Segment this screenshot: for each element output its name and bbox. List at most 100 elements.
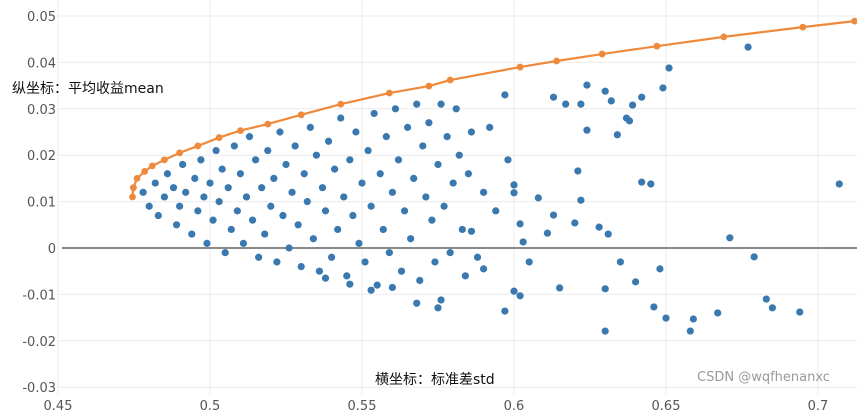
- portfolio-point: [662, 314, 670, 322]
- portfolio-point: [160, 193, 168, 201]
- y-tick-label: 0.04: [27, 56, 56, 71]
- portfolio-point: [197, 156, 205, 164]
- portfolio-point: [397, 267, 406, 275]
- portfolio-point: [638, 93, 646, 101]
- y-tick-label: 0.05: [27, 10, 56, 25]
- frontier-point: [297, 111, 305, 119]
- portfolio-point: [543, 229, 552, 237]
- tick-labels: 0.45 0.5 0.55 0.6 0.65 0.7 0.05 0.04 0.03 0.02 0.0…: [22, 10, 828, 414]
- portfolio-point: [239, 239, 248, 247]
- portfolio-point: [391, 105, 400, 113]
- portfolio-point: [665, 64, 673, 72]
- portfolio-point: [306, 123, 314, 131]
- portfolio-point: [273, 258, 281, 266]
- portfolio-point: [242, 193, 251, 201]
- portfolio-point: [252, 156, 260, 164]
- portfolio-point: [270, 174, 278, 182]
- portfolio-point: [534, 194, 542, 202]
- portfolio-point: [294, 221, 302, 229]
- portfolio-point: [343, 272, 351, 280]
- portfolio-point: [416, 276, 424, 285]
- portfolio-point: [267, 202, 275, 210]
- portfolio-point: [750, 253, 758, 261]
- frontier-point: [516, 63, 524, 71]
- portfolio-point: [650, 303, 658, 311]
- portfolio-point: [355, 239, 363, 247]
- portfolio-point: [376, 170, 384, 178]
- portfolio-point: [379, 225, 387, 234]
- portfolio-point: [224, 184, 232, 192]
- efficient-frontier: [129, 17, 857, 201]
- portfolio-point: [601, 285, 609, 293]
- portfolio-point: [331, 165, 339, 173]
- portfolio-point: [321, 207, 330, 215]
- portfolio-point: [577, 196, 585, 204]
- portfolio-point: [321, 274, 330, 282]
- portfolio-point: [431, 258, 439, 266]
- y-tick-label: -0.01: [22, 288, 56, 303]
- portfolio-point: [422, 193, 430, 201]
- portfolio-point: [574, 167, 582, 175]
- portfolio-point: [358, 179, 366, 187]
- portfolio-point: [419, 142, 427, 150]
- portfolio-point: [467, 128, 476, 136]
- portfolio-point: [300, 170, 308, 178]
- portfolio-point: [714, 309, 722, 317]
- portfolio-point: [255, 253, 263, 261]
- portfolio-point: [370, 109, 378, 118]
- portfolio-point: [212, 146, 220, 155]
- y-tick-label: 0.01: [27, 196, 56, 211]
- frontier-point: [176, 149, 184, 157]
- x-tick-label: 0.45: [44, 399, 73, 414]
- x-tick-label: 0.65: [652, 399, 681, 414]
- frontier-point: [264, 120, 272, 128]
- portfolio-point: [583, 126, 591, 134]
- portfolio-point: [425, 119, 433, 127]
- portfolio-point: [455, 151, 463, 159]
- portfolio-point: [218, 165, 226, 173]
- portfolio-point: [601, 87, 609, 95]
- portfolio-point: [340, 193, 348, 201]
- portfolio-point: [261, 230, 269, 238]
- portfolio-point: [549, 211, 558, 219]
- portfolio-point: [285, 244, 293, 252]
- portfolio-point: [480, 265, 488, 273]
- portfolio-point: [179, 160, 187, 169]
- portfolio-point: [388, 188, 396, 196]
- portfolio-point: [473, 253, 482, 261]
- y-tick-label: -0.02: [22, 335, 56, 350]
- portfolio-point: [315, 267, 324, 275]
- portfolio-point: [303, 198, 311, 206]
- portfolio-point: [449, 179, 457, 187]
- portfolio-point: [248, 216, 257, 224]
- frontier-point: [446, 76, 454, 84]
- frontier-point: [194, 142, 202, 150]
- portfolio-point: [510, 189, 518, 197]
- portfolio-point: [337, 114, 345, 122]
- portfolio-point: [352, 128, 360, 136]
- portfolio-point: [762, 295, 770, 303]
- frontier-point: [598, 50, 606, 58]
- portfolio-point: [452, 105, 460, 113]
- portfolio-point: [595, 223, 603, 231]
- portfolio-point: [689, 315, 697, 323]
- portfolio-point: [492, 207, 500, 215]
- portfolio-point: [230, 142, 238, 150]
- portfolio-point: [139, 188, 147, 196]
- portfolio-point: [309, 235, 317, 243]
- portfolio-point: [233, 207, 241, 215]
- portfolio-point: [768, 304, 777, 312]
- portfolio-point: [163, 170, 172, 178]
- x-tick-label: 0.7: [808, 399, 829, 414]
- frontier-point: [141, 168, 149, 175]
- portfolio-point: [145, 202, 153, 210]
- portfolio-point: [227, 225, 235, 234]
- portfolio-point: [656, 265, 664, 273]
- portfolio-point: [583, 81, 591, 89]
- portfolio-point: [169, 184, 178, 192]
- portfolio-point: [434, 304, 442, 312]
- portfolio-point: [297, 262, 305, 271]
- portfolio-point: [458, 225, 466, 234]
- frontier-point: [148, 162, 156, 170]
